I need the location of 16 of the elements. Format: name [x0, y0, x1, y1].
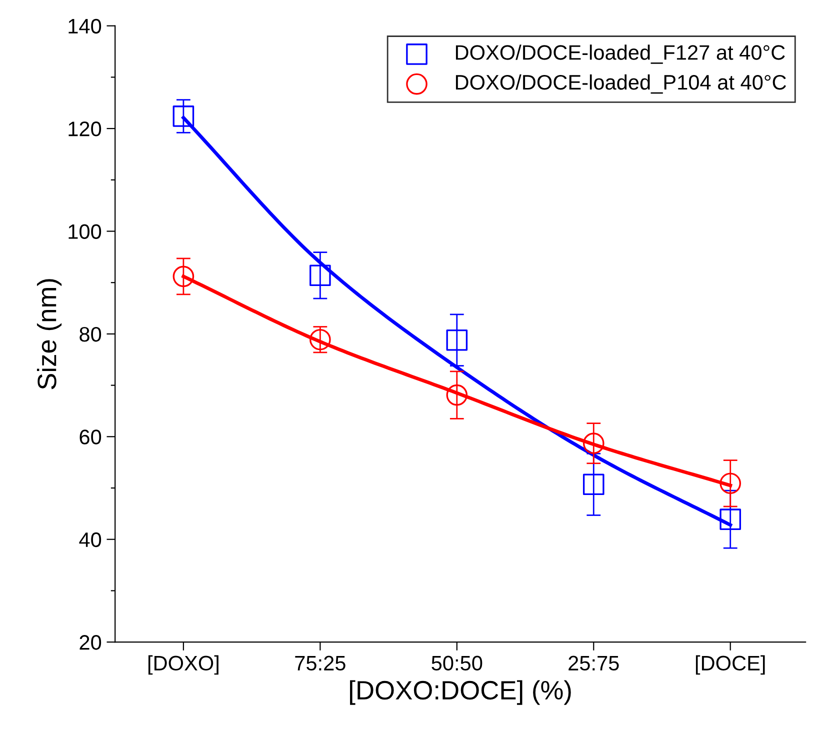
- x-tick-label: 25:75: [568, 656, 619, 671]
- x-tick-label: 50:50: [432, 656, 482, 671]
- legend-label: DOXO/DOCE-loaded_P104 at 40°C: [456, 74, 786, 94]
- y-tick-label: 140: [68, 18, 102, 34]
- y-tick-label: 120: [68, 122, 102, 136]
- y-tick-label: 80: [80, 326, 102, 342]
- x-tick-label: [DOCE]: [696, 655, 765, 675]
- x-axis-title: [DOXO:DOCE] (%): [350, 680, 571, 705]
- y-tick-label: 40: [79, 532, 102, 548]
- y-tick-label: 60: [80, 430, 102, 444]
- y-tick-label: 100: [68, 224, 102, 239]
- x-tick-label: 75:25: [295, 656, 346, 671]
- legend-label: DOXO/DOCE-loaded_F127 at 40°C: [456, 44, 785, 64]
- y-axis-title: Size (nm): [36, 279, 62, 390]
- x-tick-label: [DOXO]: [148, 655, 218, 675]
- y-tick-label: 20: [80, 635, 102, 650]
